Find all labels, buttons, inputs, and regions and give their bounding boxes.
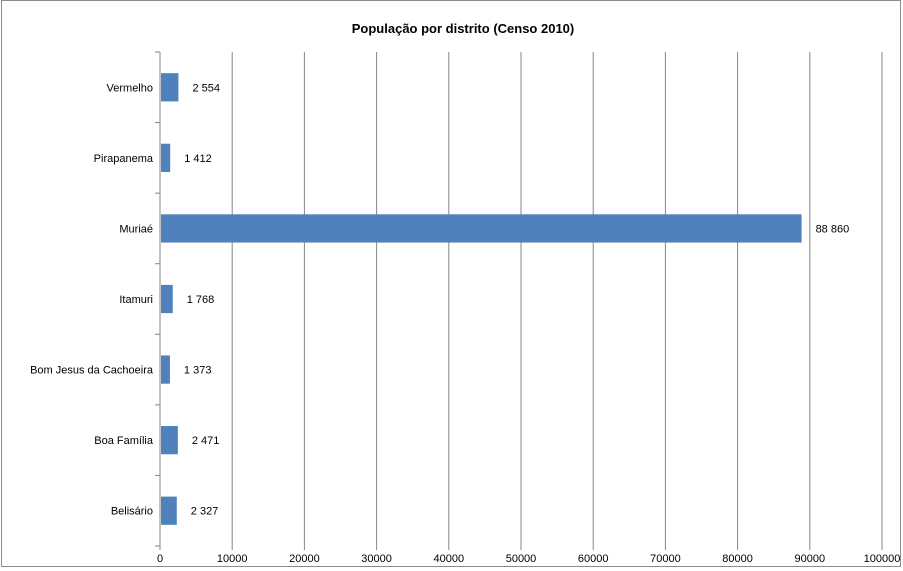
bar-itamuri xyxy=(161,284,173,314)
data-label: 1 768 xyxy=(187,294,215,306)
x-tick-label: 40000 xyxy=(434,553,465,565)
data-label: 2 471 xyxy=(192,435,220,447)
data-label: 88 860 xyxy=(816,223,850,235)
y-category-label: Itamuri xyxy=(119,294,153,306)
y-category-label: Bom Jesus da Cachoeira xyxy=(30,365,154,377)
bar-muria- xyxy=(161,214,802,243)
x-tick-label: 70000 xyxy=(650,553,681,565)
x-tick-label: 60000 xyxy=(578,553,609,565)
x-tick-label: 10000 xyxy=(217,553,248,565)
data-label: 1 373 xyxy=(184,365,212,377)
data-label: 1 412 xyxy=(184,153,212,165)
y-category-label: Belisário xyxy=(111,506,153,518)
x-tick-label: 30000 xyxy=(361,553,392,565)
y-category-label: Boa Família xyxy=(94,435,154,447)
chart-title: População por distrito (Censo 2010) xyxy=(352,21,575,36)
data-label: 2 327 xyxy=(191,506,219,518)
y-category-label: Pirapanema xyxy=(94,153,154,165)
x-tick-label: 20000 xyxy=(289,553,320,565)
bar-belis-rio xyxy=(161,496,177,525)
x-tick-label: 100000 xyxy=(864,553,900,565)
x-tick-label: 80000 xyxy=(722,553,753,565)
y-category-label: Muriaé xyxy=(119,223,153,235)
bar-bom-jesus-da-cachoeira xyxy=(161,355,170,384)
data-label: 2 554 xyxy=(192,82,220,94)
bar-pirapanema xyxy=(161,143,171,172)
x-tick-label: 90000 xyxy=(795,553,826,565)
x-tick-label: 50000 xyxy=(506,553,537,565)
bar-vermelho xyxy=(161,73,179,102)
bar-boa-fam-lia xyxy=(161,426,178,455)
y-category-label: Vermelho xyxy=(107,82,153,94)
x-tick-label: 0 xyxy=(157,553,163,565)
